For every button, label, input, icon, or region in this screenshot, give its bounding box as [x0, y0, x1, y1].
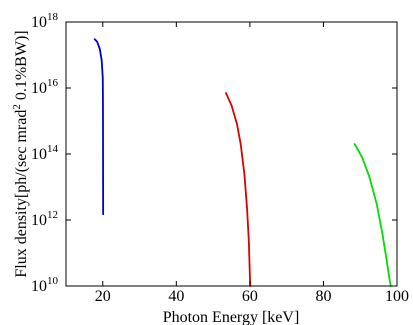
x-tick-label: 100 — [385, 288, 409, 305]
y-tick-base: 10 — [31, 278, 47, 295]
y-tick-base: 10 — [31, 14, 47, 31]
y-tick-exp: 18 — [47, 11, 59, 23]
x-axis-label: Photon Energy [keV] — [163, 309, 300, 325]
series-line-2 — [225, 92, 252, 287]
y-tick-base: 10 — [31, 212, 47, 229]
y-axis-label-tail: 0.1%BW)] — [13, 30, 30, 104]
series-line-1 — [93, 38, 105, 216]
y-axis-label-main: Flux density[ph/(sec mrad — [13, 110, 30, 278]
y-tick-label: 1016 — [31, 77, 59, 97]
y-tick-exp: 16 — [47, 77, 59, 89]
x-tick-label: 80 — [315, 288, 331, 305]
y-axis-label: Flux density[ph/(sec mrad2 0.1%BW)] — [11, 30, 30, 277]
y-tick-base: 10 — [31, 80, 47, 97]
y-tick-exp: 12 — [47, 209, 58, 221]
x-tick-label: 20 — [95, 288, 111, 305]
y-tick-base: 10 — [31, 146, 47, 163]
x-tick-label: 60 — [242, 288, 258, 305]
y-tick-exp: 14 — [47, 143, 59, 155]
y-tick-label: 1012 — [31, 209, 58, 229]
plot-frame — [65, 21, 398, 287]
x-tick-label: 40 — [168, 288, 184, 305]
series-line-3 — [353, 143, 392, 287]
y-tick-label: 1018 — [31, 11, 59, 31]
y-axis-label-sup: 2 — [11, 104, 23, 110]
y-tick-label: 1014 — [31, 143, 59, 163]
series-layer — [93, 38, 392, 287]
y-tick-exp: 10 — [47, 275, 59, 287]
y-tick-label: 1010 — [31, 275, 59, 295]
